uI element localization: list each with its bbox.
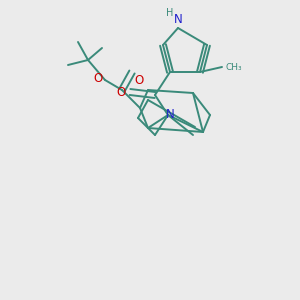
Text: N: N	[174, 13, 182, 26]
Text: O: O	[94, 71, 103, 85]
Text: CH₃: CH₃	[225, 62, 242, 71]
Text: H: H	[166, 8, 174, 18]
Text: O: O	[117, 85, 126, 98]
Text: N: N	[166, 109, 174, 122]
Text: O: O	[134, 74, 143, 87]
